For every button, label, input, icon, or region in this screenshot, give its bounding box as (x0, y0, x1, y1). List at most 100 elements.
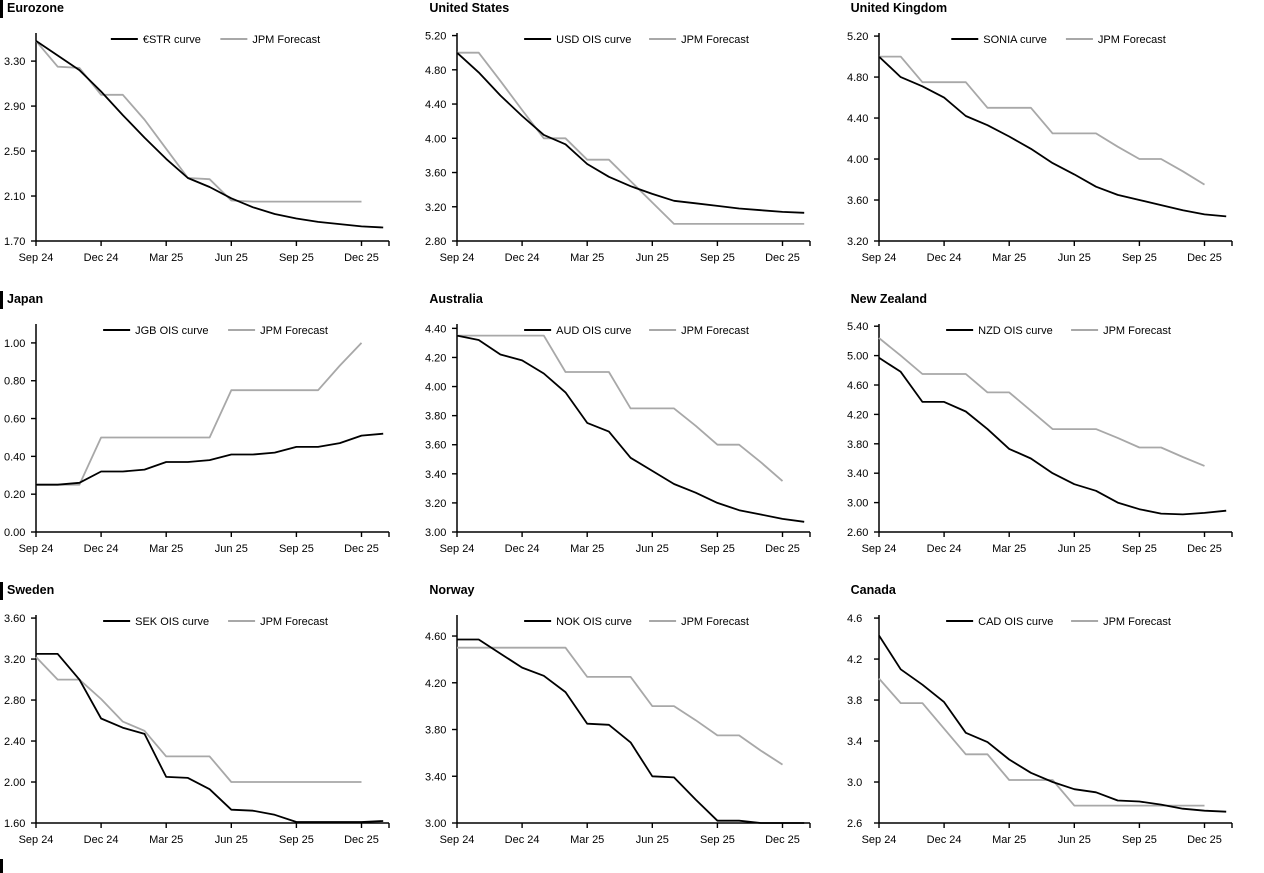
x-tick-label: Jun 25 (636, 543, 669, 555)
curve-line (456, 52, 805, 214)
chart-canvas-united-kingdom: 3.20 3.60 4.00 4.40 4.80 5.20 Sep 24 Dec 24 Mar … (847, 31, 1233, 264)
y-tick-label: 2.60 (847, 527, 868, 539)
chart-title: Norway (429, 583, 475, 597)
chart-canvas-australia: 3.00 3.20 3.40 3.60 3.80 4.00 4.20 4.40 Sep 24 De… (425, 323, 812, 555)
y-tick-label: 3.00 (847, 498, 868, 510)
legend-forecast-label: JPM Forecast (681, 325, 749, 337)
y-tick-label: 3.8 (847, 695, 862, 707)
legend-forecast-label: JPM Forecast (681, 616, 749, 628)
x-tick-label: Dec 24 (84, 834, 119, 846)
curve-line (878, 55, 1226, 218)
y-tick-label: 0.80 (4, 376, 25, 388)
y-tick-label: 4.20 (847, 409, 868, 421)
x-tick-label: Jun 25 (215, 252, 248, 264)
chart-panel-united-states: United States 2.80 3.20 3.60 4.00 4.40 4.80 5.2… (421, 0, 842, 291)
x-tick-label: Dec 25 (765, 834, 800, 846)
chart-canvas-japan: 0.00 0.20 0.40 0.60 0.80 1.00 Sep 24 Dec 24 Mar … (4, 324, 390, 555)
x-tick-label: Sep 25 (279, 252, 314, 264)
x-tick-label: Sep 25 (700, 834, 735, 846)
legend-forecast-label: JPM Forecast (1103, 616, 1171, 628)
legend-curve-label: NZD OIS curve (978, 325, 1053, 337)
y-tick-label: 4.00 (425, 133, 446, 145)
section-bar-stub (0, 859, 3, 873)
x-tick-label: Mar 25 (149, 543, 183, 555)
y-tick-label: 2.40 (4, 736, 25, 748)
y-tick-label: 2.90 (4, 101, 25, 113)
legend-forecast-label: JPM Forecast (252, 34, 320, 46)
x-tick-label: Mar 25 (149, 252, 183, 264)
x-tick-label: Jun 25 (636, 834, 669, 846)
legend-forecast-label: JPM Forecast (681, 34, 749, 46)
y-tick-label: 4.6 (847, 613, 862, 625)
x-tick-label: Jun 25 (1057, 543, 1090, 555)
y-tick-label: 4.40 (425, 323, 446, 335)
y-tick-label: 3.20 (425, 498, 446, 510)
y-tick-label: 2.00 (4, 777, 25, 789)
forecast-line (35, 40, 362, 203)
chart-title: United Kingdom (850, 1, 948, 15)
chart-header: Norway (421, 582, 842, 605)
x-tick-label: Dec 25 (1187, 252, 1222, 264)
chart-canvas-norway: 3.00 3.40 3.80 4.20 4.60 Sep 24 Dec 24 Mar 25 Ju… (425, 615, 812, 846)
legend-forecast-label: JPM Forecast (1103, 325, 1171, 337)
y-tick-label: 4.2 (847, 654, 862, 666)
y-tick-label: 0.00 (4, 527, 25, 539)
chart-canvas-sweden: 1.60 2.00 2.40 2.80 3.20 3.60 Sep 24 Dec 24 Mar … (4, 613, 390, 846)
x-tick-label: Dec 24 (84, 543, 119, 555)
x-tick-label: Sep 24 (19, 834, 54, 846)
x-tick-label: Jun 25 (1057, 252, 1090, 264)
y-tick-label: 3.80 (425, 725, 446, 737)
forecast-line (457, 334, 784, 482)
y-tick-label: 3.80 (847, 439, 868, 451)
x-tick-label: Sep 25 (1122, 834, 1157, 846)
x-tick-label: Sep 24 (861, 252, 896, 264)
y-tick-label: 5.40 (847, 321, 868, 333)
y-tick-label: 3.60 (425, 168, 446, 180)
forecast-line (877, 677, 1205, 807)
x-tick-label: Dec 25 (765, 252, 800, 264)
x-tick-label: Jun 25 (1057, 834, 1090, 846)
y-tick-label: 3.60 (425, 440, 446, 452)
chart-title: Eurozone (7, 1, 64, 15)
curve-line (457, 334, 805, 523)
y-tick-label: 0.20 (4, 489, 25, 501)
y-tick-label: 3.60 (847, 195, 868, 207)
y-tick-label: 5.00 (847, 351, 868, 363)
y-tick-label: 0.60 (4, 414, 25, 426)
y-tick-label: 3.0 (847, 777, 862, 789)
x-tick-label: Jun 25 (215, 834, 248, 846)
y-tick-label: 3.40 (425, 771, 446, 783)
chart-panel-eurozone: Eurozone 1.70 2.10 2.50 2.90 3.30 Sep 24 Dec 24… (0, 0, 421, 291)
y-tick-label: 4.00 (847, 154, 868, 166)
legend-curve-label: USD OIS curve (556, 34, 631, 46)
legend-forecast-label: JPM Forecast (260, 616, 328, 628)
chart-title: New Zealand (850, 292, 928, 306)
chart-canvas-united-states: 2.80 3.20 3.60 4.00 4.40 4.80 5.20 Sep 24 Dec 24… (425, 31, 812, 264)
x-tick-label: Dec 25 (1187, 543, 1222, 555)
chart-header: United States (421, 0, 842, 23)
x-tick-label: Dec 25 (344, 252, 379, 264)
curve-line (457, 638, 805, 824)
forecast-line (35, 656, 362, 783)
section-bar (0, 582, 3, 600)
y-tick-label: 3.00 (425, 527, 446, 539)
y-tick-label: 3.40 (847, 468, 868, 480)
section-bar (0, 291, 3, 309)
x-tick-label: Dec 25 (344, 834, 379, 846)
y-tick-label: 3.30 (4, 56, 25, 68)
x-tick-label: Sep 24 (19, 543, 54, 555)
chart-canvas-canada: 2.6 3.0 3.4 3.8 4.2 4.6 Sep 24 Dec 24 Mar 25 Jun … (847, 613, 1233, 846)
x-tick-label: Sep 24 (440, 834, 475, 846)
y-tick-label: 4.80 (425, 65, 446, 77)
y-tick-label: 3.00 (425, 818, 446, 830)
forecast-line (36, 342, 363, 486)
x-tick-label: Dec 25 (344, 543, 379, 555)
y-tick-label: 3.20 (4, 654, 25, 666)
x-tick-label: Sep 25 (279, 834, 314, 846)
chart-header: Canada (843, 582, 1264, 605)
chart-panel-sweden: Sweden 1.60 2.00 2.40 2.80 3.20 3.60 Sep 24 Dec … (0, 582, 421, 873)
legend-curve-label: AUD OIS curve (556, 325, 631, 337)
y-tick-label: 0.40 (4, 451, 25, 463)
